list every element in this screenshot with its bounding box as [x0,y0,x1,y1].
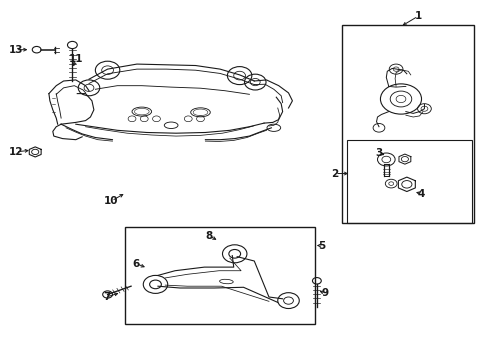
Text: 12: 12 [8,147,23,157]
Text: 13: 13 [8,45,23,55]
Text: 2: 2 [331,168,338,179]
Text: 10: 10 [104,196,119,206]
Text: 6: 6 [132,258,139,269]
Text: 5: 5 [318,240,325,251]
Bar [346,140,471,223]
Text: 3: 3 [375,148,382,158]
Bar [124,227,315,324]
Text: 11: 11 [68,54,83,64]
Text: 1: 1 [414,11,421,21]
Text: 8: 8 [205,231,212,241]
Text: 7: 7 [102,292,110,302]
Text: 9: 9 [321,288,328,298]
Bar [342,25,473,223]
Text: 4: 4 [417,189,425,199]
